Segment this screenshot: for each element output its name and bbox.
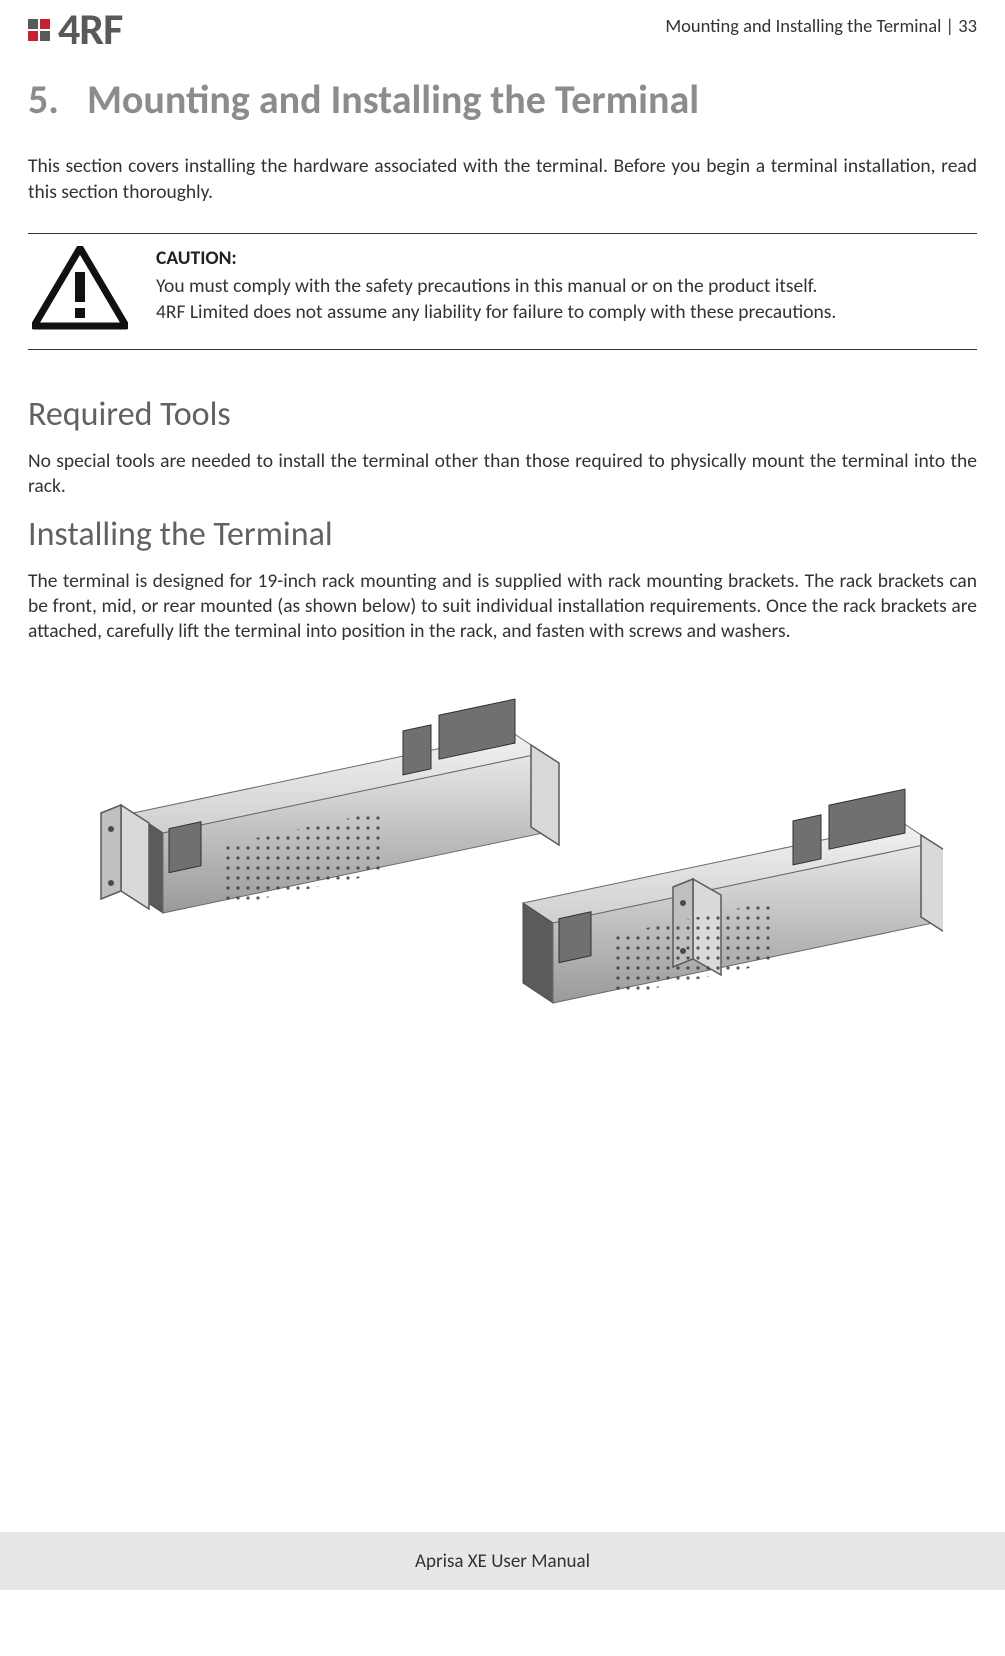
intro-paragraph: This section covers installing the hardw…	[28, 154, 977, 205]
footer-bar: Aprisa XE User Manual	[0, 1532, 1005, 1590]
caution-text-1: You must comply with the safety precauti…	[156, 274, 969, 298]
running-title: Mounting and Installing the Terminal | 3…	[665, 14, 977, 37]
page-header: 4RF Mounting and Installing the Terminal…	[28, 12, 977, 47]
footer-text: Aprisa XE User Manual	[415, 1550, 590, 1573]
caution-label: CAUTION:	[156, 246, 969, 270]
rack-mount-diagram	[28, 673, 977, 1093]
chapter-name: Mounting and Installing the Terminal	[87, 75, 699, 124]
caution-block: CAUTION: You must comply with the safety…	[28, 233, 977, 350]
chapter-number: 5.	[28, 75, 59, 124]
section-body-installing: The terminal is designed for 19-inch rac…	[28, 569, 977, 645]
caution-icon	[28, 246, 128, 335]
logo-text: 4RF	[58, 12, 122, 47]
section-body-required-tools: No special tools are needed to install t…	[28, 449, 977, 500]
section-heading-required-tools: Required Tools	[28, 394, 977, 435]
chapter-title: 5. Mounting and Installing the Terminal	[28, 75, 977, 124]
logo: 4RF	[28, 12, 122, 47]
caution-text-2: 4RF Limited does not assume any liabilit…	[156, 300, 969, 324]
logo-dots-icon	[28, 19, 50, 41]
section-heading-installing: Installing the Terminal	[28, 514, 977, 555]
